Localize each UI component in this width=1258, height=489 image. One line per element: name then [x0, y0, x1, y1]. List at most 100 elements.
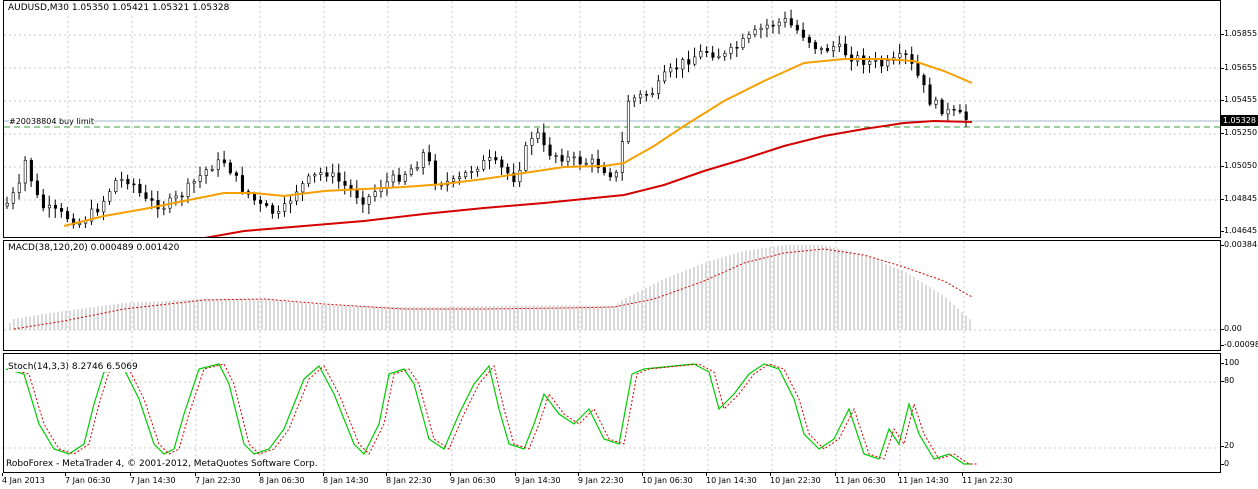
candle-body [626, 100, 631, 142]
candle-body [844, 43, 848, 56]
candle-body [470, 171, 474, 173]
candle-body [783, 18, 787, 23]
candle-body [657, 80, 661, 94]
candle-body [759, 27, 763, 31]
candle-body [144, 192, 148, 199]
candle-body [295, 191, 299, 202]
macd-chart [4, 241, 1220, 350]
candle-body [795, 24, 799, 31]
slow-ma-line [204, 119, 973, 237]
candle-body [313, 174, 317, 177]
candle-body [228, 162, 232, 174]
candle-body [916, 63, 920, 76]
candle-body [518, 170, 522, 183]
candle-body [23, 160, 27, 184]
candle-body [289, 200, 293, 204]
candle-body [240, 175, 245, 192]
macd-pane[interactable]: MACD(38,120,20) 0.000489 0.001420 [3, 240, 1221, 351]
candle-body [283, 203, 287, 212]
price-tick: 1.05655 [1220, 63, 1258, 72]
candle-body [777, 21, 781, 27]
macd-label: MACD(38,120,20) 0.000489 0.001420 [8, 243, 180, 253]
macd-tick: 0.00384 [1220, 240, 1258, 249]
macd-signal-line [13, 248, 973, 330]
candle-body [928, 84, 932, 105]
time-label: 8 Jan 06:30 [259, 473, 305, 485]
candle-body [192, 181, 196, 184]
candle-body [319, 172, 323, 175]
candle-body [72, 218, 76, 226]
candle-body [566, 156, 570, 162]
candle-body [5, 202, 9, 207]
candle-body [494, 157, 498, 161]
candle-body [590, 158, 594, 164]
stoch-pane[interactable]: Stoch(14,3,3) 8.2746 6.5069 RoboForex - … [3, 353, 1221, 473]
candle-body [156, 200, 160, 210]
time-label: 7 Jan 22:30 [195, 473, 241, 485]
candle-body [11, 192, 15, 204]
candle-body [29, 160, 33, 182]
candle-body [259, 199, 263, 204]
time-label: 11 Jan 14:30 [898, 473, 949, 485]
candle-body [277, 210, 281, 214]
candle-body [813, 42, 817, 50]
candle-body [337, 172, 341, 182]
time-label: 8 Jan 14:30 [323, 473, 369, 485]
candle-body [120, 178, 124, 181]
candle-body [301, 183, 305, 193]
candle-body [180, 195, 184, 198]
order-label: #20038804 buy limit [9, 117, 94, 126]
candle-body [512, 172, 516, 183]
candle-body [90, 208, 94, 222]
candle-body [427, 152, 431, 162]
time-label: 9 Jan 14:30 [515, 473, 561, 485]
time-label: 9 Jan 22:30 [578, 473, 624, 485]
candle-body [307, 175, 311, 184]
time-label: 7 Jan 14:30 [130, 473, 176, 485]
time-label: 9 Jan 06:30 [450, 473, 496, 485]
candle-body [838, 43, 842, 47]
stoch-signal-line [10, 363, 977, 465]
macd-tick: -0.00098 [1221, 340, 1258, 349]
candle-body [542, 132, 546, 146]
candle-body [488, 157, 492, 161]
current-price-marker: 1.05328 [1220, 115, 1258, 126]
candle-body [367, 196, 371, 205]
candle-body [252, 193, 257, 201]
macd-axis: 0.00384 0.00 -0.00098 [1220, 240, 1258, 351]
candle-body [620, 141, 624, 173]
candle-body [898, 53, 902, 58]
candle-body [433, 160, 438, 186]
candle-body [729, 46, 733, 54]
price-tick: 1.05050 [1220, 161, 1258, 170]
candle-body [126, 178, 130, 185]
candle-body [825, 48, 830, 52]
candle-body [632, 97, 637, 102]
candle-body [108, 191, 112, 202]
price-pane[interactable]: AUDUSD,M30 1.05350 1.05421 1.05321 1.053… [3, 0, 1221, 238]
candle-body [132, 183, 136, 186]
candle-body [922, 75, 926, 86]
candle-body [886, 60, 890, 67]
candle-body [819, 48, 824, 50]
time-label: 11 Jan 06:30 [835, 473, 886, 485]
candle-body [500, 159, 504, 168]
candle-body [204, 169, 208, 176]
candle-body [747, 34, 751, 39]
stoch-tick: 0 [1220, 459, 1230, 468]
candle-body [699, 51, 703, 58]
candle-body [964, 111, 968, 120]
time-label: 10 Jan 06:30 [642, 473, 693, 485]
macd-tick: 0.00 [1221, 324, 1242, 333]
candle-body [934, 99, 938, 105]
price-axis: 1.05855 1.05655 1.05455 1.05328 1.05250 … [1220, 0, 1258, 238]
candle-body [35, 180, 39, 196]
candle-body [162, 207, 166, 210]
candle-body [578, 156, 582, 165]
candle-body [554, 155, 558, 157]
candle-body [482, 160, 486, 170]
candle-body [663, 71, 667, 82]
candle-body [114, 180, 118, 192]
candle-body [216, 159, 220, 170]
candle-body [693, 56, 697, 65]
